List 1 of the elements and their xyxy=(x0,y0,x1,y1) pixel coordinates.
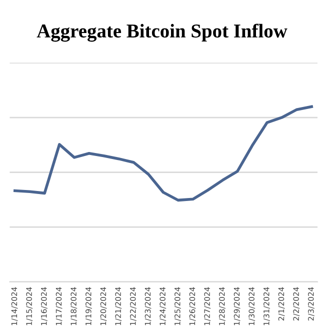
chart-title: Aggregate Bitcoin Spot Inflow xyxy=(36,24,288,42)
